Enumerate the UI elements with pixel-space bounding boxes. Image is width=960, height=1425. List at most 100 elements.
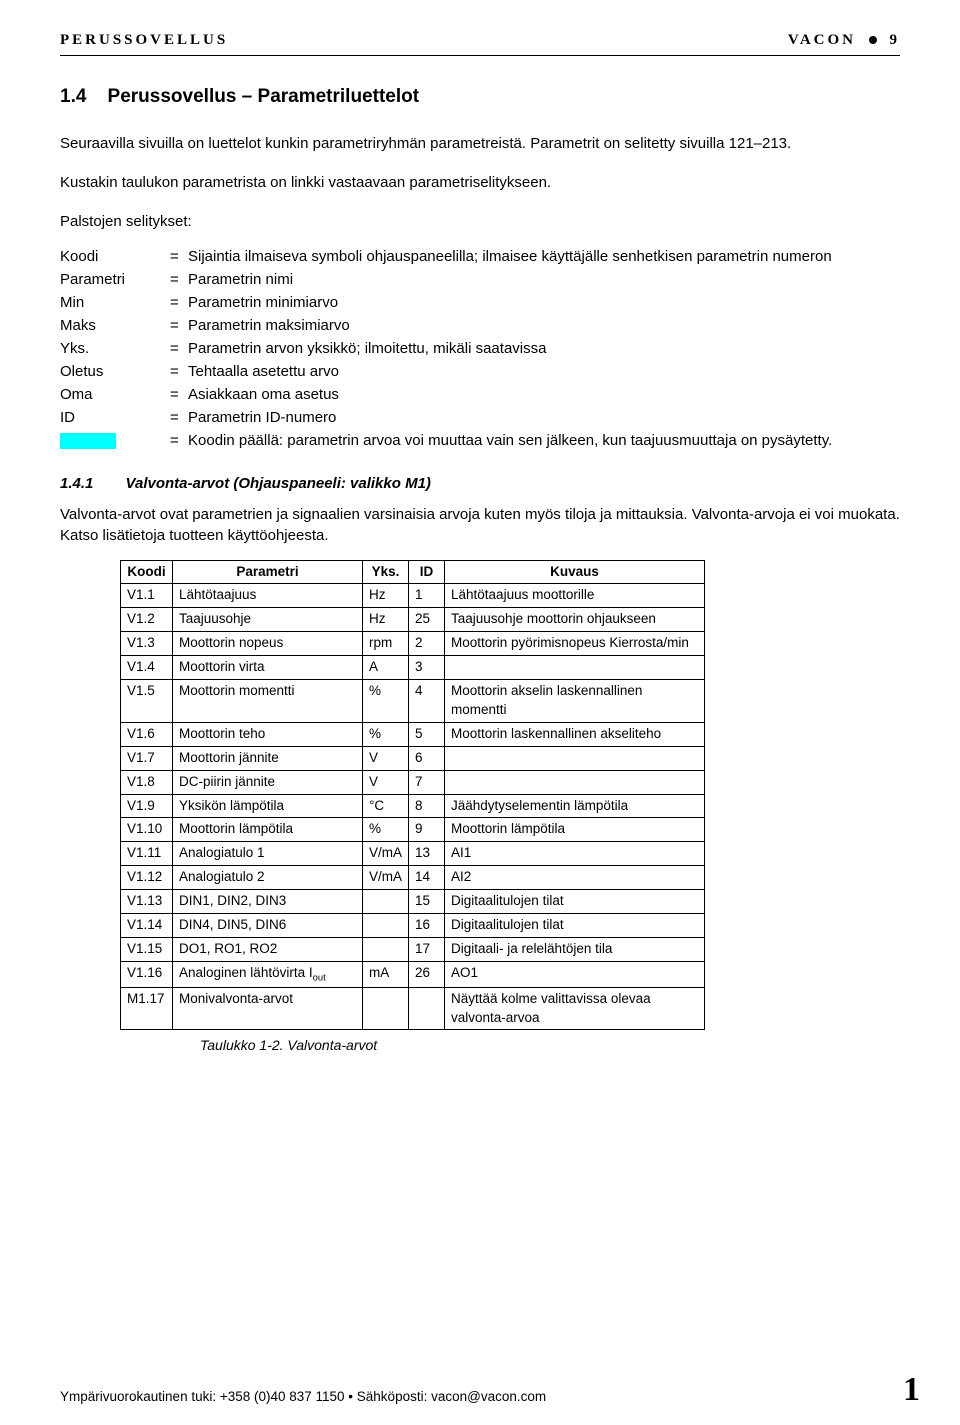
table-cell: mA — [363, 961, 409, 987]
definition-text: Parametrin arvon yksikkö; ilmoitettu, mi… — [188, 338, 900, 359]
table-cell: Moottorin lämpötila — [173, 818, 363, 842]
table-row: M1.17Monivalvonta-arvotNäyttää kolme val… — [121, 987, 705, 1030]
table-cell: 26 — [409, 961, 445, 987]
definition-text: Parametrin minimiarvo — [188, 292, 900, 313]
table-cell: V1.4 — [121, 656, 173, 680]
table-row: V1.9Yksikön lämpötila°C8Jäähdytyselement… — [121, 794, 705, 818]
table-cell — [363, 913, 409, 937]
table-cell: V1.8 — [121, 770, 173, 794]
table-cell: Digitaalitulojen tilat — [445, 913, 705, 937]
table-cell: V1.13 — [121, 890, 173, 914]
table-header-cell: ID — [409, 560, 445, 584]
table-cell: 17 — [409, 937, 445, 961]
definition-term — [60, 430, 170, 451]
table-row: V1.7Moottorin jänniteV6 — [121, 746, 705, 770]
table-cell: % — [363, 680, 409, 723]
table-cell — [363, 937, 409, 961]
table-cell: Taajuusohje — [173, 608, 363, 632]
equals-sign: = — [170, 430, 188, 451]
table-header-cell: Parametri — [173, 560, 363, 584]
table-cell: V1.15 — [121, 937, 173, 961]
table-cell: % — [363, 818, 409, 842]
table-cell: V1.9 — [121, 794, 173, 818]
table-cell — [363, 890, 409, 914]
header-left: Perussovellus — [60, 30, 228, 51]
table-cell: Hz — [363, 584, 409, 608]
table-cell: DC-piirin jännite — [173, 770, 363, 794]
table-cell: Näyttää kolme valittavissa olevaa valvon… — [445, 987, 705, 1030]
table-cell — [409, 987, 445, 1030]
footer-page-number: 1 — [903, 1373, 920, 1407]
table-cell: Moottorin nopeus — [173, 632, 363, 656]
subsection-heading: 1.4.1 Valvonta-arvot (Ohjauspaneeli: val… — [60, 473, 900, 494]
header-right: vacon 9 — [788, 30, 900, 51]
definition-text: Parametrin nimi — [188, 269, 900, 290]
section-title: Perussovellus – Parametriluettelot — [108, 86, 420, 107]
table-cell: Taajuusohje moottorin ohjaukseen — [445, 608, 705, 632]
table-cell: Digitaali- ja relelähtöjen tila — [445, 937, 705, 961]
table-cell: V1.5 — [121, 680, 173, 723]
table-row: V1.4Moottorin virtaA3 — [121, 656, 705, 680]
table-cell: Moottorin virta — [173, 656, 363, 680]
definition-text: Sijaintia ilmaiseva symboli ohjauspaneel… — [188, 246, 900, 267]
table-row: V1.12Analogiatulo 2V/mA14AI2 — [121, 866, 705, 890]
table-cell: 5 — [409, 722, 445, 746]
subsection-desc: Valvonta-arvot ovat parametrien ja signa… — [60, 504, 900, 546]
definition-term: Min — [60, 292, 170, 313]
table-cell: V — [363, 770, 409, 794]
table-cell: 9 — [409, 818, 445, 842]
table-cell — [363, 987, 409, 1030]
equals-sign: = — [170, 384, 188, 405]
color-swatch — [60, 433, 116, 449]
table-cell: DIN4, DIN5, DIN6 — [173, 913, 363, 937]
table-cell: V1.6 — [121, 722, 173, 746]
table-header-cell: Kuvaus — [445, 560, 705, 584]
table-cell: Analogiatulo 2 — [173, 866, 363, 890]
table-cell: Moottorin jännite — [173, 746, 363, 770]
table-cell: 13 — [409, 842, 445, 866]
definitions-heading: Palstojen selitykset: — [60, 211, 900, 232]
table-cell: Yksikön lämpötila — [173, 794, 363, 818]
table-cell: AI2 — [445, 866, 705, 890]
definition-term: ID — [60, 407, 170, 428]
table-cell: rpm — [363, 632, 409, 656]
table-cell: 14 — [409, 866, 445, 890]
table-cell: V1.16 — [121, 961, 173, 987]
equals-sign: = — [170, 292, 188, 313]
table-row: V1.1LähtötaajuusHz1Lähtötaajuus moottori… — [121, 584, 705, 608]
definition-term: Parametri — [60, 269, 170, 290]
subsection-number: 1.4.1 — [60, 475, 93, 492]
table-cell: Moottorin momentti — [173, 680, 363, 723]
table-header-cell: Yks. — [363, 560, 409, 584]
table-cell: Moottorin teho — [173, 722, 363, 746]
intro-paragraph-1: Seuraavilla sivuilla on luettelot kunkin… — [60, 133, 900, 154]
table-row: V1.16Analoginen lähtövirta IoutmA26AO1 — [121, 961, 705, 987]
table-row: V1.11Analogiatulo 1V/mA13AI1 — [121, 842, 705, 866]
table-cell: DO1, RO1, RO2 — [173, 937, 363, 961]
table-cell: 15 — [409, 890, 445, 914]
definition-text: Parametrin maksimiarvo — [188, 315, 900, 336]
table-row: V1.14DIN4, DIN5, DIN616Digitaalitulojen … — [121, 913, 705, 937]
table-cell: 6 — [409, 746, 445, 770]
table-cell — [445, 656, 705, 680]
table-row: V1.2TaajuusohjeHz25Taajuusohje moottorin… — [121, 608, 705, 632]
table-cell: 7 — [409, 770, 445, 794]
definitions-list: Koodi=Sijaintia ilmaiseva symboli ohjaus… — [60, 246, 900, 451]
table-cell: % — [363, 722, 409, 746]
table-cell: 1 — [409, 584, 445, 608]
section-heading: 1.4 Perussovellus – Parametriluettelot — [60, 84, 900, 111]
equals-sign: = — [170, 338, 188, 359]
equals-sign: = — [170, 315, 188, 336]
header-page-number: 9 — [890, 32, 901, 48]
equals-sign: = — [170, 361, 188, 382]
table-cell: Moottorin pyörimisnopeus Kierrosta/min — [445, 632, 705, 656]
monitoring-table: KoodiParametriYks.IDKuvausV1.1Lähtötaaju… — [120, 560, 705, 1031]
table-cell: V1.1 — [121, 584, 173, 608]
table-header-cell: Koodi — [121, 560, 173, 584]
table-cell: AI1 — [445, 842, 705, 866]
equals-sign: = — [170, 246, 188, 267]
page-footer: Ympärivuorokautinen tuki: +358 (0)40 837… — [60, 1373, 920, 1407]
table-row: V1.15DO1, RO1, RO2 17Digitaali- ja relelä… — [121, 937, 705, 961]
page-header: Perussovellus vacon 9 — [60, 30, 900, 56]
table-cell: V1.7 — [121, 746, 173, 770]
